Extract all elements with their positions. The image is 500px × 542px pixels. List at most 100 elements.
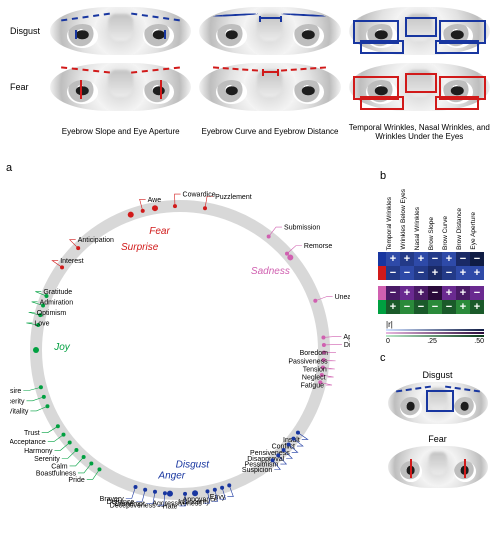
svg-text:Gratitude: Gratitude: [43, 289, 72, 296]
top-example-grid: Disgust Fear: [10, 5, 490, 150]
heat-cell: −: [428, 252, 442, 266]
svg-text:Trust: Trust: [24, 430, 40, 437]
heat-cell: +: [400, 286, 414, 300]
eye-fear-curve: [199, 63, 340, 111]
scale-tick: 0: [386, 338, 390, 345]
svg-text:Remorse: Remorse: [304, 243, 333, 250]
heat-col-label: Nasal Wrinkles: [414, 207, 428, 250]
heat-col-label: Temporal Wrinkles: [386, 197, 400, 250]
svg-text:Hate: Hate: [163, 503, 178, 510]
heat-cell: −: [456, 252, 470, 266]
scale-label: |r|: [386, 320, 484, 329]
svg-text:Puzzlement: Puzzlement: [215, 194, 252, 201]
heatmap-panel: Temporal WrinklesWrinkles Below EyesNasa…: [378, 190, 490, 345]
heat-cell: −: [414, 300, 428, 314]
svg-text:Anger: Anger: [157, 471, 185, 482]
svg-text:Pride: Pride: [68, 477, 84, 484]
heat-cell: +: [442, 286, 456, 300]
row-label-disgust: Disgust: [10, 26, 42, 36]
caption-curve: Eyebrow Curve and Eyebrow Distance: [199, 127, 340, 136]
heat-cell: +: [442, 252, 456, 266]
svg-text:Sadness: Sadness: [251, 266, 290, 277]
eye-disgust-wrinkles: [349, 7, 490, 55]
heat-col-label: Wrinkles Below Eyes: [400, 189, 414, 250]
svg-text:Suspicion: Suspicion: [242, 467, 272, 474]
heat-cell: −: [442, 266, 456, 280]
heat-col-label: Eye Aperture: [470, 212, 484, 250]
heat-col-label: Brow Slope: [428, 217, 442, 250]
heat-cell: +: [400, 252, 414, 266]
svg-text:Uneasiness: Uneasiness: [335, 294, 350, 301]
svg-text:Love: Love: [34, 320, 49, 327]
svg-text:Boastfulness: Boastfulness: [36, 470, 77, 477]
svg-text:Cowardice: Cowardice: [183, 192, 216, 199]
heat-cell: +: [414, 286, 428, 300]
caption-slope: Eyebrow Slope and Eye Aperture: [50, 127, 191, 136]
heat-col-label: Brow Curve: [442, 216, 456, 250]
scale-tick: .25: [427, 338, 437, 345]
svg-text:Apprehension: Apprehension: [343, 334, 350, 341]
svg-text:Surprise: Surprise: [121, 242, 159, 253]
heat-cell: −: [428, 286, 442, 300]
heat-col-label: Brow Distance: [456, 208, 470, 250]
svg-text:Fear: Fear: [149, 226, 170, 237]
svg-text:Tension: Tension: [303, 367, 327, 374]
svg-text:Anticipation: Anticipation: [78, 237, 114, 244]
heat-cell: +: [470, 266, 484, 280]
eye-disgust-slope: [50, 7, 191, 55]
figure-page: Disgust Fear: [0, 0, 500, 542]
heat-cell: +: [456, 286, 470, 300]
svg-text:Boredom: Boredom: [300, 350, 329, 357]
svg-text:Passiveness: Passiveness: [288, 358, 328, 365]
svg-text:Serenity: Serenity: [34, 456, 60, 463]
row-label-fear: Fear: [10, 82, 42, 92]
panel-c-eye: [388, 446, 488, 488]
caption-wrinkles: Temporal Wrinkles, Nasal Wrinkles, and W…: [349, 123, 490, 141]
panel-c-label: c: [380, 352, 386, 364]
heat-cell: +: [386, 300, 400, 314]
svg-text:Calm: Calm: [51, 463, 68, 470]
svg-text:Fatigue: Fatigue: [301, 383, 324, 390]
svg-text:Admiration: Admiration: [40, 299, 74, 306]
heat-cell: −: [400, 300, 414, 314]
svg-text:Harmony: Harmony: [24, 448, 53, 455]
panel-c-eye: [388, 382, 488, 424]
svg-text:Bravery: Bravery: [100, 496, 125, 503]
scale-tick: .50: [474, 338, 484, 345]
svg-text:Acceptance: Acceptance: [10, 439, 46, 446]
heat-cell: +: [386, 252, 400, 266]
svg-text:Submission: Submission: [284, 225, 320, 232]
emotion-wheel: Sadness DisgustAnger Fear Surprise Joy Appreh…: [10, 180, 350, 520]
heat-cell: −: [428, 300, 442, 314]
svg-text:Neglect: Neglect: [302, 375, 326, 382]
heat-cell: −: [400, 266, 414, 280]
svg-text:Interest: Interest: [60, 258, 83, 265]
heat-cell: +: [414, 252, 428, 266]
heat-cell: +: [456, 266, 470, 280]
panel-b-label: b: [380, 170, 386, 182]
svg-text:Distraction: Distraction: [344, 342, 350, 349]
heat-cell: −: [414, 266, 428, 280]
svg-text:Joy: Joy: [53, 342, 71, 353]
panel-c: Disgust Fear: [385, 370, 490, 498]
heat-cell: +: [428, 266, 442, 280]
svg-text:Desire: Desire: [10, 388, 21, 395]
heat-cell: −: [470, 286, 484, 300]
eye-fear-wrinkles: [349, 63, 490, 111]
svg-text:Vitality: Vitality: [10, 408, 29, 415]
heat-cell: −: [470, 252, 484, 266]
panel-c-item-label: Fear: [385, 434, 490, 444]
heat-cell: −: [442, 300, 456, 314]
svg-text:Sincerity: Sincerity: [10, 398, 25, 405]
heat-cell: −: [386, 286, 400, 300]
heat-cell: +: [456, 300, 470, 314]
heat-cell: +: [470, 300, 484, 314]
svg-text:Optimism: Optimism: [37, 310, 67, 317]
eye-fear-slope: [50, 63, 191, 111]
svg-text:Awe: Awe: [148, 197, 162, 204]
heat-cell: −: [386, 266, 400, 280]
eye-disgust-curve: [199, 7, 340, 55]
panel-c-item-label: Disgust: [385, 370, 490, 380]
panel-a-label: a: [6, 162, 12, 174]
svg-text:Disgust: Disgust: [176, 459, 211, 470]
